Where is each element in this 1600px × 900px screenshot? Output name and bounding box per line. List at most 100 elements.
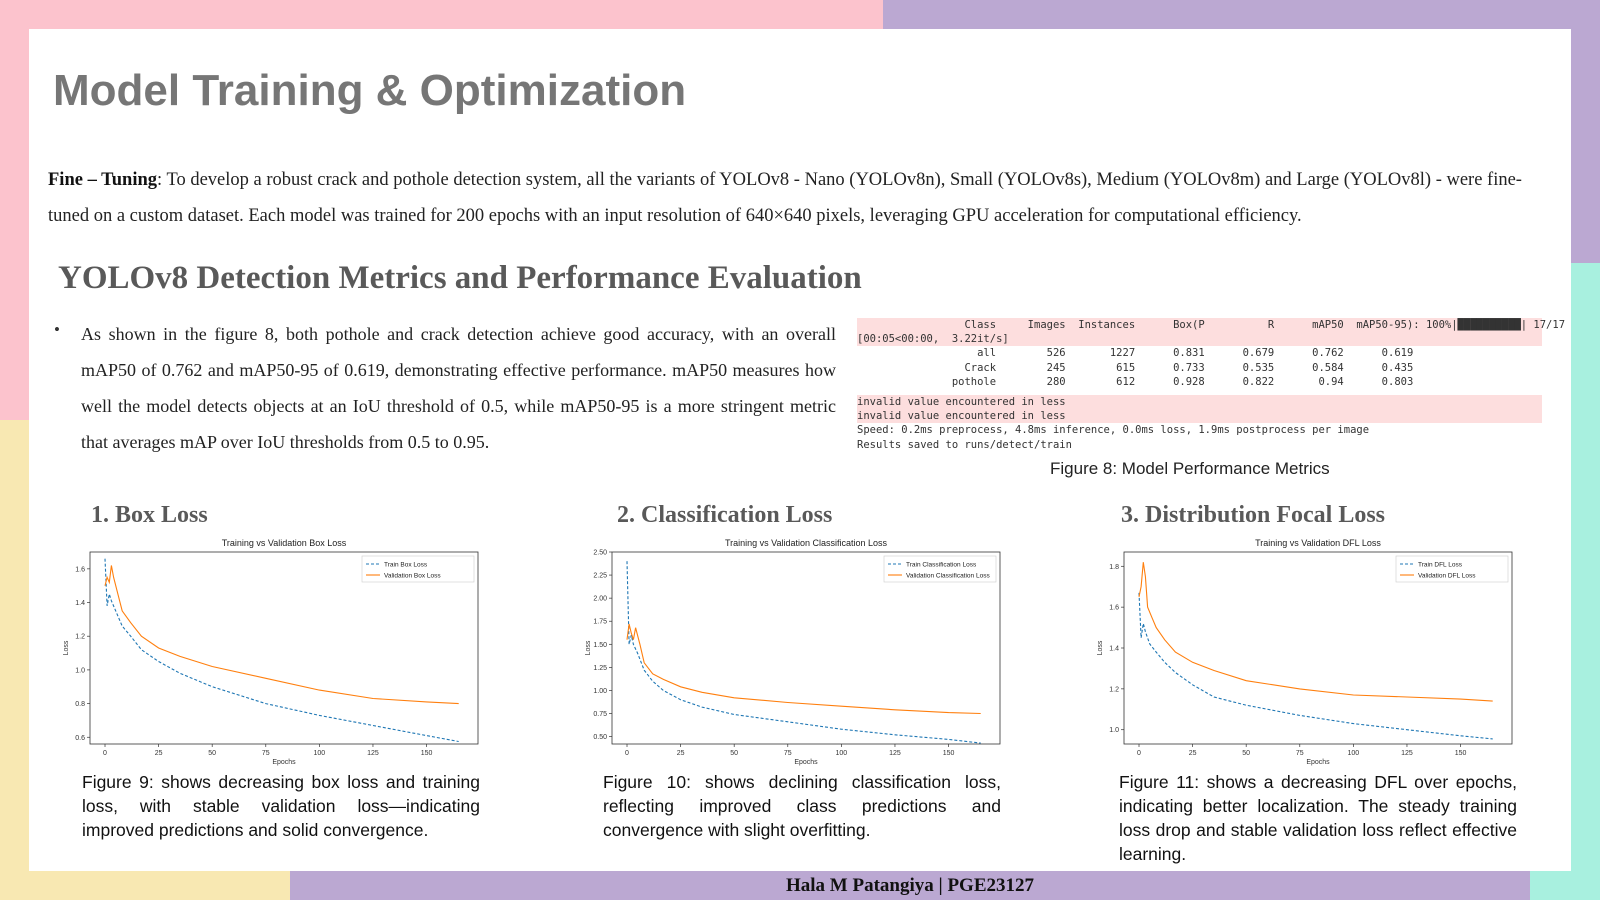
y-tick-label: 2.25 (593, 573, 607, 580)
y-axis-label: Loss (585, 640, 592, 655)
y-tick-label: 1.4 (1109, 646, 1119, 653)
chart-title: Training vs Validation Classification Lo… (725, 538, 888, 548)
x-tick-label: 0 (1137, 750, 1141, 757)
x-tick-label: 25 (1189, 750, 1197, 757)
bullet-text: As shown in the figure 8, both pothole a… (81, 324, 836, 452)
series-line-validation (104, 565, 459, 705)
console-warning-block: invalid value encountered in less invali… (857, 394, 1542, 424)
x-tick-label: 50 (730, 750, 738, 757)
chart-classification-loss: Training vs Validation Classification Lo… (585, 538, 1001, 766)
console-header-block: Class Images Instances Box(P R mAP50 mAP… (857, 318, 1566, 347)
y-tick-label: 1.25 (593, 665, 607, 672)
y-tick-label: 1.0 (1109, 727, 1119, 734)
console-line: Class Images Instances Box(P R mAP50 mAP… (857, 319, 1566, 331)
decor-pink-top (0, 0, 883, 29)
y-tick-label: 1.4 (75, 600, 85, 607)
y-tick-label: 1.6 (75, 566, 85, 573)
x-tick-label: 0 (103, 750, 107, 757)
x-tick-label: 100 (314, 750, 326, 757)
y-tick-label: 1.6 (1109, 605, 1119, 612)
decor-yellow-bottom (0, 871, 290, 900)
console-line: invalid value encountered in less (857, 395, 1066, 408)
x-tick-label: 50 (208, 750, 216, 757)
legend-box (361, 555, 475, 583)
y-tick-label: 1.50 (593, 642, 607, 649)
legend-box (1395, 555, 1509, 583)
x-tick-label: 25 (677, 750, 685, 757)
y-tick-label: 1.2 (1109, 686, 1119, 693)
x-tick-label: 125 (367, 750, 379, 757)
intro-label: Fine – Tuning (48, 170, 158, 190)
y-tick-label: 1.00 (593, 688, 607, 695)
y-tick-label: 2.00 (593, 596, 607, 603)
section-heading-box-loss: 1. Box Loss (91, 502, 208, 528)
figure-9-caption: Figure 9: shows decreasing box loss and … (82, 772, 480, 840)
intro-text: : To develop a robust crack and pothole … (48, 170, 1522, 226)
series-line-validation (626, 623, 981, 715)
section-heading-dfl-loss: 3. Distribution Focal Loss (1121, 502, 1386, 528)
console-line: pothole 280 612 0.928 0.822 0.94 0.803 (857, 375, 1414, 388)
y-tick-label: 1.0 (75, 667, 85, 674)
y-axis-label: Loss (63, 640, 70, 655)
y-tick-label: 0.8 (75, 701, 85, 708)
console-line: Crack 245 615 0.733 0.535 0.584 0.435 (857, 361, 1414, 374)
x-tick-label: 25 (155, 750, 163, 757)
legend-label: Train Classification Loss (906, 562, 977, 569)
y-axis-label: Loss (1097, 640, 1104, 655)
y-tick-label: 2.50 (593, 550, 607, 557)
console-line: Speed: 0.2ms preprocess, 4.8ms inference… (857, 424, 1370, 437)
bullet-marker: • (54, 320, 60, 339)
decor-pink-left (0, 0, 29, 420)
x-tick-label: 75 (1296, 750, 1304, 757)
x-tick-label: 50 (1242, 750, 1250, 757)
y-tick-label: 0.6 (75, 735, 85, 742)
decor-purple-top (883, 0, 1600, 29)
x-tick-label: 75 (784, 750, 792, 757)
chart-box-loss: Training vs Validation Box Loss 0 25 50 75 10… (63, 538, 479, 766)
x-tick-label: 125 (889, 750, 901, 757)
section-heading-classification-loss: 2. Classification Loss (617, 502, 833, 528)
plot-frame (611, 551, 1001, 745)
legend-box (883, 555, 997, 583)
decor-yellow-left (0, 420, 29, 900)
series-line-validation (1138, 562, 1493, 702)
x-tick-label: 125 (1401, 750, 1413, 757)
intro-paragraph: Fine – Tuning: To develop a robust crack… (48, 162, 1548, 234)
y-tick-label: 0.75 (593, 711, 607, 718)
x-tick-label: 150 (421, 750, 433, 757)
x-axis-label: Epochs (272, 759, 296, 766)
legend-label: Train Box Loss (384, 562, 428, 569)
slide-title: Model Training & Optimization (53, 66, 687, 115)
y-tick-label: 1.8 (1109, 564, 1119, 571)
x-tick-label: 0 (625, 750, 629, 757)
series-line-train (1138, 592, 1493, 740)
console-line: all 526 1227 0.831 0.679 0.762 0.619 (857, 347, 1414, 360)
plot-frame (89, 551, 479, 745)
y-tick-label: 1.75 (593, 619, 607, 626)
x-axis-label: Epochs (1306, 759, 1330, 766)
x-tick-label: 75 (262, 750, 270, 757)
metrics-console: Class Images Instances Box(P R mAP50 mAP… (857, 318, 1566, 452)
y-tick-label: 0.50 (593, 734, 607, 741)
chart-title: Training vs Validation Box Loss (222, 538, 347, 548)
chart-title: Training vs Validation DFL Loss (1255, 538, 1381, 548)
y-tick-label: 1.2 (75, 634, 85, 641)
x-tick-label: 150 (1455, 750, 1467, 757)
figure-10-caption: Figure 10: shows declining classificatio… (603, 772, 1001, 840)
x-tick-label: 100 (836, 750, 848, 757)
legend-label: Train DFL Loss (1418, 562, 1463, 569)
series-line-train (626, 561, 981, 744)
footer-author: Hala M Patangiya | PGE23127 (290, 871, 1530, 900)
decor-purple-right (1571, 0, 1600, 263)
decor-mint-right (1571, 263, 1600, 900)
figure-11-caption: Figure 11: shows a decreasing DFL over e… (1119, 772, 1517, 864)
legend-label: Validation Box Loss (384, 573, 441, 580)
x-tick-label: 150 (943, 750, 955, 757)
console-line: invalid value encountered in less (857, 410, 1066, 423)
console-line: [00:05<00:00, 3.22it/s] (857, 333, 1009, 346)
console-line: Results saved to runs/detect/train (857, 438, 1072, 451)
x-tick-label: 100 (1348, 750, 1360, 757)
legend-label: Validation DFL Loss (1418, 573, 1476, 580)
legend-label: Validation Classification Loss (906, 573, 990, 580)
series-line-train (104, 558, 459, 743)
